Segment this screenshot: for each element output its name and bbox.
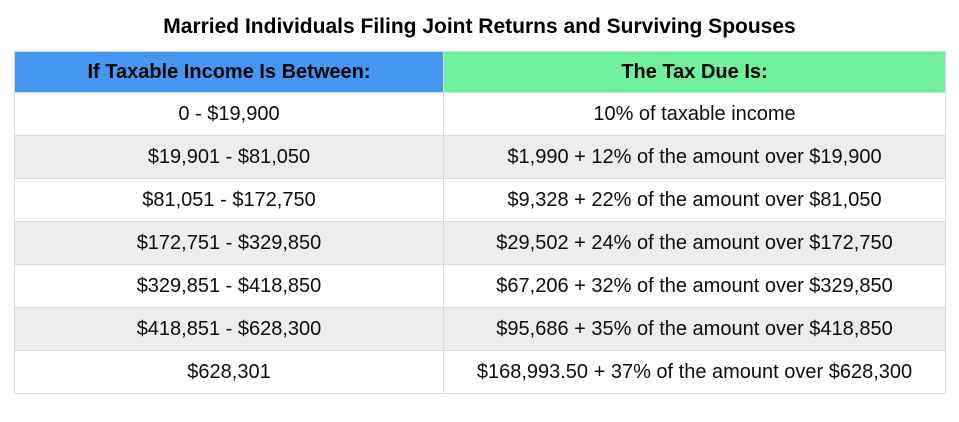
income-range-cell: $172,751 - $329,850 bbox=[14, 221, 444, 265]
tax-due-cell: $168,993.50 + 37% of the amount over $62… bbox=[443, 350, 946, 394]
income-range-cell: $628,301 bbox=[14, 350, 444, 394]
tax-due-cell: 10% of taxable income bbox=[443, 92, 946, 136]
tax-due-cell: $9,328 + 22% of the amount over $81,050 bbox=[443, 178, 946, 222]
table-row: 0 - $19,900 10% of taxable income bbox=[14, 92, 946, 136]
income-range-cell: $418,851 - $628,300 bbox=[14, 307, 444, 351]
header-row: If Taxable Income Is Between: The Tax Du… bbox=[14, 51, 946, 93]
table-row: $172,751 - $329,850 $29,502 + 24% of the… bbox=[14, 221, 946, 265]
tax-table-container: Married Individuals Filing Joint Returns… bbox=[14, 14, 946, 394]
table-row: $19,901 - $81,050 $1,990 + 12% of the am… bbox=[14, 135, 946, 179]
income-column-header: If Taxable Income Is Between: bbox=[14, 51, 444, 93]
income-range-cell: $329,851 - $418,850 bbox=[14, 264, 444, 308]
tax-due-cell: $1,990 + 12% of the amount over $19,900 bbox=[443, 135, 946, 179]
table-row: $418,851 - $628,300 $95,686 + 35% of the… bbox=[14, 307, 946, 351]
table-title: Married Individuals Filing Joint Returns… bbox=[163, 15, 796, 38]
table-row: $628,301 $168,993.50 + 37% of the amount… bbox=[14, 350, 946, 394]
income-range-cell: 0 - $19,900 bbox=[14, 92, 444, 136]
income-range-cell: $81,051 - $172,750 bbox=[14, 178, 444, 222]
tax-column-header: The Tax Due Is: bbox=[443, 51, 946, 93]
tax-due-cell: $29,502 + 24% of the amount over $172,75… bbox=[443, 221, 946, 265]
table-row: $329,851 - $418,850 $67,206 + 32% of the… bbox=[14, 264, 946, 308]
tax-brackets-table: If Taxable Income Is Between: The Tax Du… bbox=[14, 51, 946, 394]
tax-due-cell: $67,206 + 32% of the amount over $329,85… bbox=[443, 264, 946, 308]
tax-due-cell: $95,686 + 35% of the amount over $418,85… bbox=[443, 307, 946, 351]
income-range-cell: $19,901 - $81,050 bbox=[14, 135, 444, 179]
table-row: $81,051 - $172,750 $9,328 + 22% of the a… bbox=[14, 178, 946, 222]
